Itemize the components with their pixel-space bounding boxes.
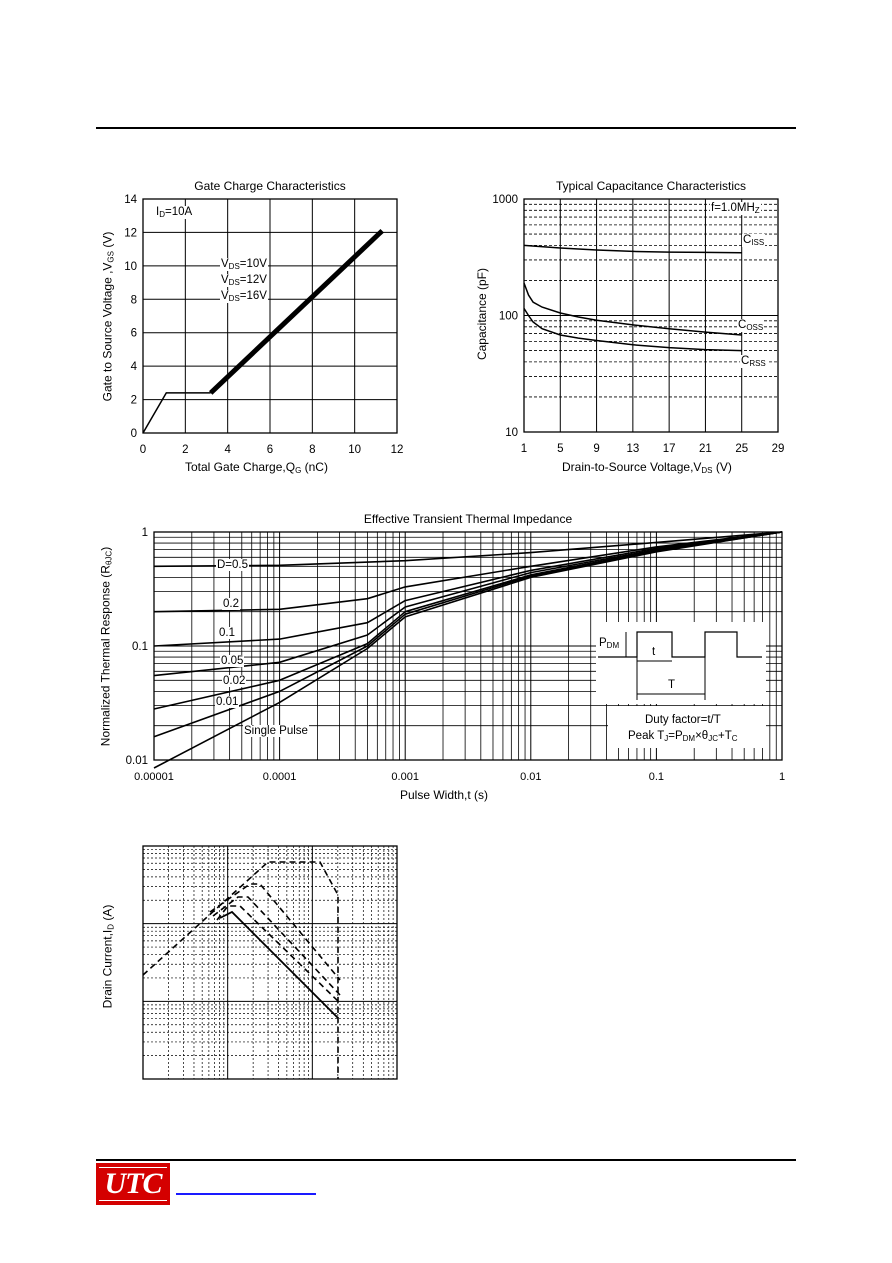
x-tick-label: 21 <box>699 443 712 455</box>
vds-16-annotation: VDS=16V <box>220 290 268 303</box>
inset-T-label: T <box>668 679 676 691</box>
gate-charge-chart: 0 2 4 6 8 10 12 0 2 4 6 8 10 12 14 <box>124 194 404 456</box>
x-tick-label: 13 <box>626 443 639 455</box>
x-tick-label: 0.1 <box>649 771 664 783</box>
x-tick-label: 0.01 <box>520 771 541 783</box>
id-annotation: ID=10A <box>155 206 194 219</box>
y-tick-label: 6 <box>131 328 137 340</box>
thermal-xlabel: Pulse Width,t (s) <box>400 788 489 802</box>
x-tick-label: 29 <box>772 443 785 455</box>
inset-pdm-label: PDM <box>598 637 621 650</box>
y-tick-label: 12 <box>124 227 137 239</box>
thermal-chart: 0.00001 0.0001 0.001 0.01 0.1 1 0.01 0.1 1 <box>126 527 785 783</box>
freq-annotation: f=1.0MHZ <box>710 202 761 215</box>
capacitance-title: Typical Capacitance Characteristics <box>555 179 747 193</box>
soa-boundary-dashed <box>142 861 339 1079</box>
series-label-d005: 0.05 <box>220 655 245 667</box>
inset-peak-label: Peak TJ=PDM×θJC+TC <box>627 730 739 743</box>
x-tick-label: 0.001 <box>391 771 419 783</box>
soa-dc-curve <box>219 910 339 1019</box>
y-tick-label: 0.01 <box>126 755 148 767</box>
soa-curve-1 <box>209 883 341 981</box>
x-tick-label: 1 <box>521 443 527 455</box>
gate-charge-curve-flat <box>142 392 211 434</box>
d01-curve <box>153 531 783 647</box>
drain-current-ylabel: Drain Current,ID (A) <box>100 904 116 1009</box>
x-tick-label: 8 <box>309 444 315 456</box>
soa-curve-3 <box>216 905 341 1004</box>
x-tick-label: 0 <box>140 444 146 456</box>
gate-charge-xlabel: Total Gate Charge,QG (nC) <box>185 460 328 475</box>
inset-background <box>596 622 766 704</box>
coss-label: COSS <box>737 319 765 332</box>
y-tick-label: 10 <box>124 261 137 273</box>
y-tick-label: 0 <box>131 428 137 440</box>
plot-frame <box>142 198 398 434</box>
series-label-d002: 0.02 <box>222 675 247 687</box>
crss-curve <box>523 307 742 352</box>
vds-10-annotation: VDS=10V <box>220 258 268 271</box>
ciss-curve <box>523 244 742 254</box>
series-label-d01: 0.1 <box>218 627 236 639</box>
inset-duty-label: Duty factor=t/T <box>644 714 722 726</box>
footer-link[interactable] <box>176 1193 316 1195</box>
y-tick-label: 0.1 <box>132 641 148 653</box>
y-tick-label: 100 <box>499 311 518 323</box>
y-tick-label: 14 <box>124 194 137 206</box>
series-label-d001: 0.01 <box>215 696 240 708</box>
series-label-d05: D=0.5 <box>216 559 250 571</box>
x-tick-label: 17 <box>663 443 676 455</box>
x-tick-label: 0.0001 <box>263 771 297 783</box>
footer-rule <box>96 1159 796 1161</box>
single-pulse-curve <box>153 531 783 769</box>
coss-curve <box>523 282 742 336</box>
y-tick-label: 1000 <box>492 194 518 206</box>
series-label-d02: 0.2 <box>222 598 240 610</box>
x-tick-label: 2 <box>182 444 188 456</box>
plot-frame <box>523 198 779 433</box>
utc-logo: UTC <box>96 1163 170 1205</box>
y-tick-label: 2 <box>131 395 137 407</box>
x-tick-label: 6 <box>267 444 273 456</box>
y-tick-label: 1 <box>142 527 148 539</box>
d02-curve <box>153 531 783 613</box>
capacitance-xlabel: Drain-to-Source Voltage,VDS (V) <box>562 460 732 475</box>
header-rule <box>96 127 796 129</box>
x-tick-label: 1 <box>779 771 785 783</box>
d05-curve <box>153 531 783 568</box>
pulse-waveform <box>598 631 762 658</box>
plot-frame <box>142 845 398 1080</box>
vds-12-annotation: VDS=12V <box>220 274 268 287</box>
thermal-title: Effective Transient Thermal Impedance <box>363 512 573 526</box>
inset-t-label: t <box>652 646 656 658</box>
series-label-single: Single Pulse <box>243 725 309 737</box>
soa-curve-2 <box>212 896 341 996</box>
y-tick-label: 8 <box>131 294 137 306</box>
x-tick-label: 5 <box>557 443 563 455</box>
y-tick-label: 4 <box>131 361 138 373</box>
gate-charge-title: Gate Charge Characteristics <box>194 179 346 193</box>
drain-current-chart <box>142 845 398 1080</box>
x-tick-label: 0.00001 <box>134 771 174 783</box>
x-tick-label: 12 <box>391 444 404 456</box>
x-tick-label: 4 <box>224 444 231 456</box>
y-tick-label: 10 <box>505 427 518 439</box>
x-tick-label: 25 <box>735 443 748 455</box>
gate-charge-curve-rise <box>208 228 384 395</box>
x-tick-label: 10 <box>348 444 361 456</box>
x-tick-label: 9 <box>593 443 599 455</box>
ciss-label: CISS <box>742 234 766 247</box>
crss-label: CRSS <box>740 355 767 368</box>
